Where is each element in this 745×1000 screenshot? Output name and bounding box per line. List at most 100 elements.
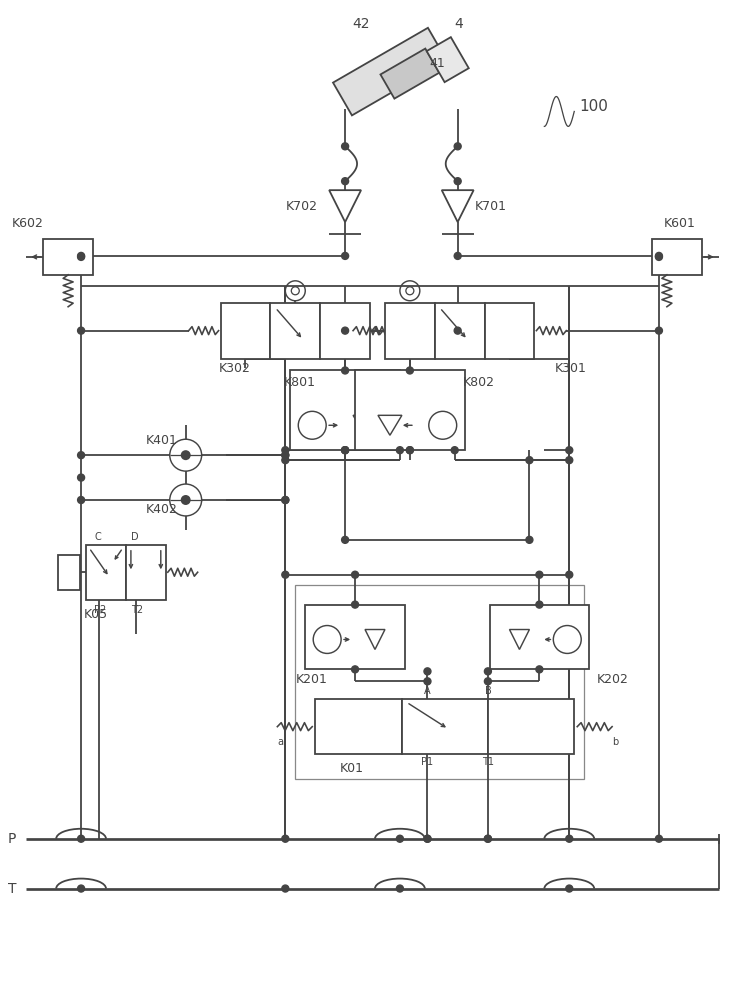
Bar (291, 370, 400, 450)
Text: K402: K402 (146, 503, 178, 516)
Circle shape (181, 495, 191, 505)
Circle shape (424, 835, 431, 842)
Circle shape (342, 367, 349, 374)
Bar (435, 303, 484, 359)
Circle shape (282, 447, 289, 454)
Circle shape (77, 835, 85, 842)
Circle shape (342, 178, 349, 185)
Bar (270, 303, 320, 359)
Bar (484, 303, 534, 359)
Circle shape (536, 601, 543, 608)
Text: K301: K301 (554, 362, 586, 375)
Circle shape (342, 143, 349, 150)
Text: K01: K01 (340, 762, 364, 775)
Circle shape (282, 885, 289, 892)
Circle shape (536, 571, 543, 578)
Text: K701: K701 (475, 200, 507, 213)
Text: K601: K601 (664, 217, 696, 230)
Circle shape (484, 678, 492, 685)
Circle shape (565, 885, 573, 892)
Text: T: T (8, 882, 16, 896)
Circle shape (424, 668, 431, 675)
Bar (385, 303, 435, 359)
Circle shape (396, 835, 403, 842)
Text: B: B (484, 686, 491, 696)
Circle shape (282, 497, 289, 503)
Circle shape (77, 885, 85, 892)
Circle shape (526, 457, 533, 464)
Text: T1: T1 (482, 757, 494, 767)
Text: 41: 41 (430, 57, 446, 70)
Bar (86, 545, 126, 600)
Text: K202: K202 (597, 673, 629, 686)
Bar (221, 303, 270, 359)
Text: C: C (94, 532, 101, 542)
Text: 42: 42 (352, 17, 370, 31)
Circle shape (656, 252, 662, 259)
Text: K05: K05 (84, 608, 108, 621)
Circle shape (282, 452, 289, 459)
Circle shape (484, 835, 492, 842)
Circle shape (352, 601, 358, 608)
Text: D: D (131, 532, 139, 542)
Bar (58, 555, 80, 590)
Circle shape (77, 252, 85, 259)
Text: K801: K801 (283, 376, 315, 389)
Circle shape (406, 447, 413, 454)
Circle shape (406, 447, 413, 454)
Text: 4: 4 (454, 17, 463, 31)
Circle shape (342, 447, 349, 454)
Circle shape (181, 450, 191, 460)
Circle shape (77, 474, 85, 481)
Text: K201: K201 (295, 673, 327, 686)
Circle shape (282, 452, 289, 459)
Circle shape (282, 457, 289, 464)
Circle shape (282, 835, 289, 842)
Circle shape (656, 253, 662, 260)
Circle shape (282, 497, 289, 503)
Circle shape (451, 447, 458, 454)
Circle shape (454, 327, 461, 334)
Circle shape (342, 536, 349, 543)
Circle shape (565, 835, 573, 842)
Circle shape (342, 447, 349, 454)
Circle shape (406, 367, 413, 374)
Text: K802: K802 (463, 376, 495, 389)
Polygon shape (381, 49, 440, 99)
Text: K401: K401 (146, 434, 178, 447)
Text: P1: P1 (422, 757, 434, 767)
Text: b: b (612, 737, 618, 747)
Bar (320, 303, 370, 359)
Bar (295, 585, 584, 779)
Circle shape (484, 835, 492, 842)
Circle shape (352, 571, 358, 578)
Circle shape (526, 536, 533, 543)
Bar (402, 699, 488, 754)
Circle shape (424, 835, 431, 842)
Bar (43, 239, 93, 275)
Bar (488, 699, 574, 754)
Text: a: a (277, 737, 283, 747)
Bar (315, 699, 402, 754)
Text: K702: K702 (285, 200, 317, 213)
Polygon shape (427, 37, 469, 82)
Circle shape (282, 571, 289, 578)
Circle shape (77, 327, 85, 334)
Bar (489, 605, 589, 669)
Circle shape (454, 178, 461, 185)
Circle shape (656, 327, 662, 334)
Circle shape (424, 678, 431, 685)
Text: T2: T2 (131, 605, 143, 615)
Circle shape (536, 666, 543, 673)
Circle shape (396, 447, 403, 454)
Circle shape (77, 452, 85, 459)
Text: P2: P2 (94, 605, 107, 615)
Circle shape (454, 252, 461, 259)
Circle shape (454, 143, 461, 150)
Circle shape (396, 885, 403, 892)
Circle shape (565, 457, 573, 464)
Circle shape (342, 252, 349, 259)
Text: 100: 100 (579, 99, 608, 114)
Polygon shape (333, 28, 447, 115)
Circle shape (656, 835, 662, 842)
